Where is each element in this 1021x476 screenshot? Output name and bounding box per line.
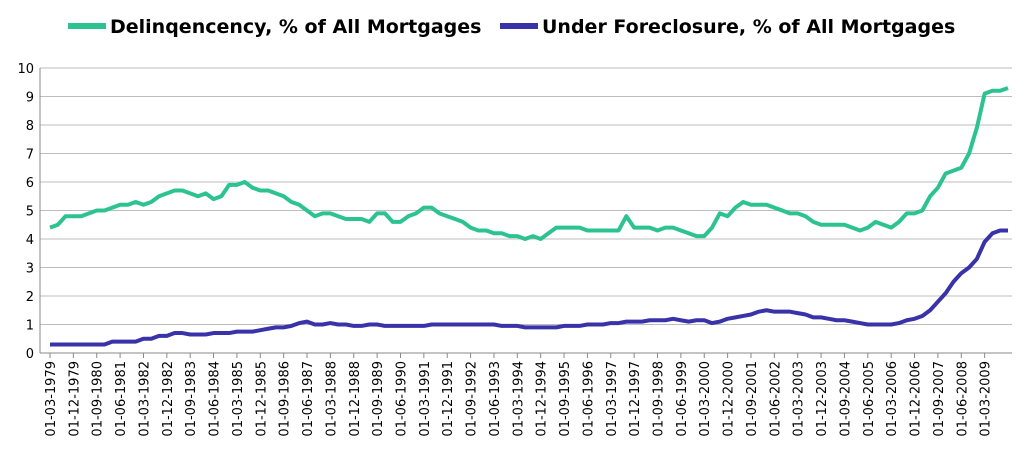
y-tick-label: 0 (26, 347, 34, 362)
x-tick-label: 01-12-1979 (67, 361, 82, 437)
x-tick-label: 01-06-2008 (955, 361, 970, 437)
x-tick-label: 01-12-1988 (348, 361, 363, 437)
x-tick-label: 01-03-1982 (137, 361, 152, 437)
series-line (50, 228, 1008, 347)
x-tick-label: 01-03-1997 (605, 361, 620, 437)
x-tick-label: 01-06-1984 (208, 361, 223, 437)
x-tick-label: 01-03-1988 (324, 361, 339, 437)
x-tick-label: 01-06-1990 (394, 361, 409, 437)
x-tick-label: 01-12-1994 (535, 361, 550, 437)
x-tick-label: 01-09-2001 (745, 361, 760, 437)
x-tick-label: 01-06-2002 (768, 361, 783, 437)
x-tick-label: 01-03-2009 (979, 361, 994, 437)
x-tick-label: 01-12-1985 (254, 361, 269, 437)
x-tick-label: 01-09-1986 (278, 361, 293, 437)
y-tick-label: 10 (17, 62, 34, 77)
x-tick-label: 01-12-2003 (815, 361, 830, 437)
x-tick-label: 01-12-1982 (161, 361, 176, 437)
y-tick-label: 7 (26, 148, 34, 163)
y-tick-label: 3 (26, 262, 34, 277)
x-tick-label: 01-06-1999 (675, 361, 690, 437)
x-tick-label: 01-03-2006 (885, 361, 900, 437)
x-tick-label: 01-09-1980 (91, 361, 106, 437)
y-tick-label: 6 (26, 176, 34, 191)
x-tick-label: 01-06-2005 (862, 361, 877, 437)
x-tick-label: 01-03-1979 (44, 361, 59, 437)
y-tick-label: 2 (26, 290, 34, 305)
x-tick-label: 01-06-1981 (114, 361, 129, 437)
x-tick-label: 01-09-1998 (652, 361, 667, 437)
series-line (49, 86, 1009, 241)
x-tick-label: 01-09-1989 (371, 361, 386, 437)
x-tick-label: 01-03-1985 (231, 361, 246, 437)
x-tick-label: 01-12-2000 (722, 361, 737, 437)
x-tick-label: 01-09-2004 (838, 361, 853, 437)
y-tick-label: 8 (26, 119, 34, 134)
x-tick-label: 01-03-1994 (511, 361, 526, 437)
x-tick-label: 01-09-1992 (465, 361, 480, 437)
x-tick-label: 01-03-2003 (792, 361, 807, 437)
legend-label: Under Foreclosure, % of All Mortgages (542, 16, 955, 38)
legend-label: Delinqencency, % of All Mortgages (110, 16, 481, 38)
y-tick-label: 1 (26, 319, 34, 334)
y-tick-label: 5 (26, 205, 34, 220)
y-tick-label: 9 (26, 91, 34, 106)
x-tick-label: 01-06-1987 (301, 361, 316, 437)
x-tick-label: 01-06-1993 (488, 361, 503, 437)
x-tick-label: 01-09-1995 (558, 361, 573, 437)
x-tick-label: 01-09-2007 (932, 361, 947, 437)
x-tick-label: 01-03-1991 (418, 361, 433, 437)
x-tick-label: 01-03-2000 (698, 361, 713, 437)
y-tick-label: 4 (26, 233, 34, 248)
x-tick-label: 01-12-1997 (628, 361, 643, 437)
x-tick-label: 01-09-1983 (184, 361, 199, 437)
x-tick-label: 01-06-1996 (581, 361, 596, 437)
x-tick-label: 01-12-1991 (441, 361, 456, 437)
x-tick-label: 01-12-2006 (909, 361, 924, 437)
